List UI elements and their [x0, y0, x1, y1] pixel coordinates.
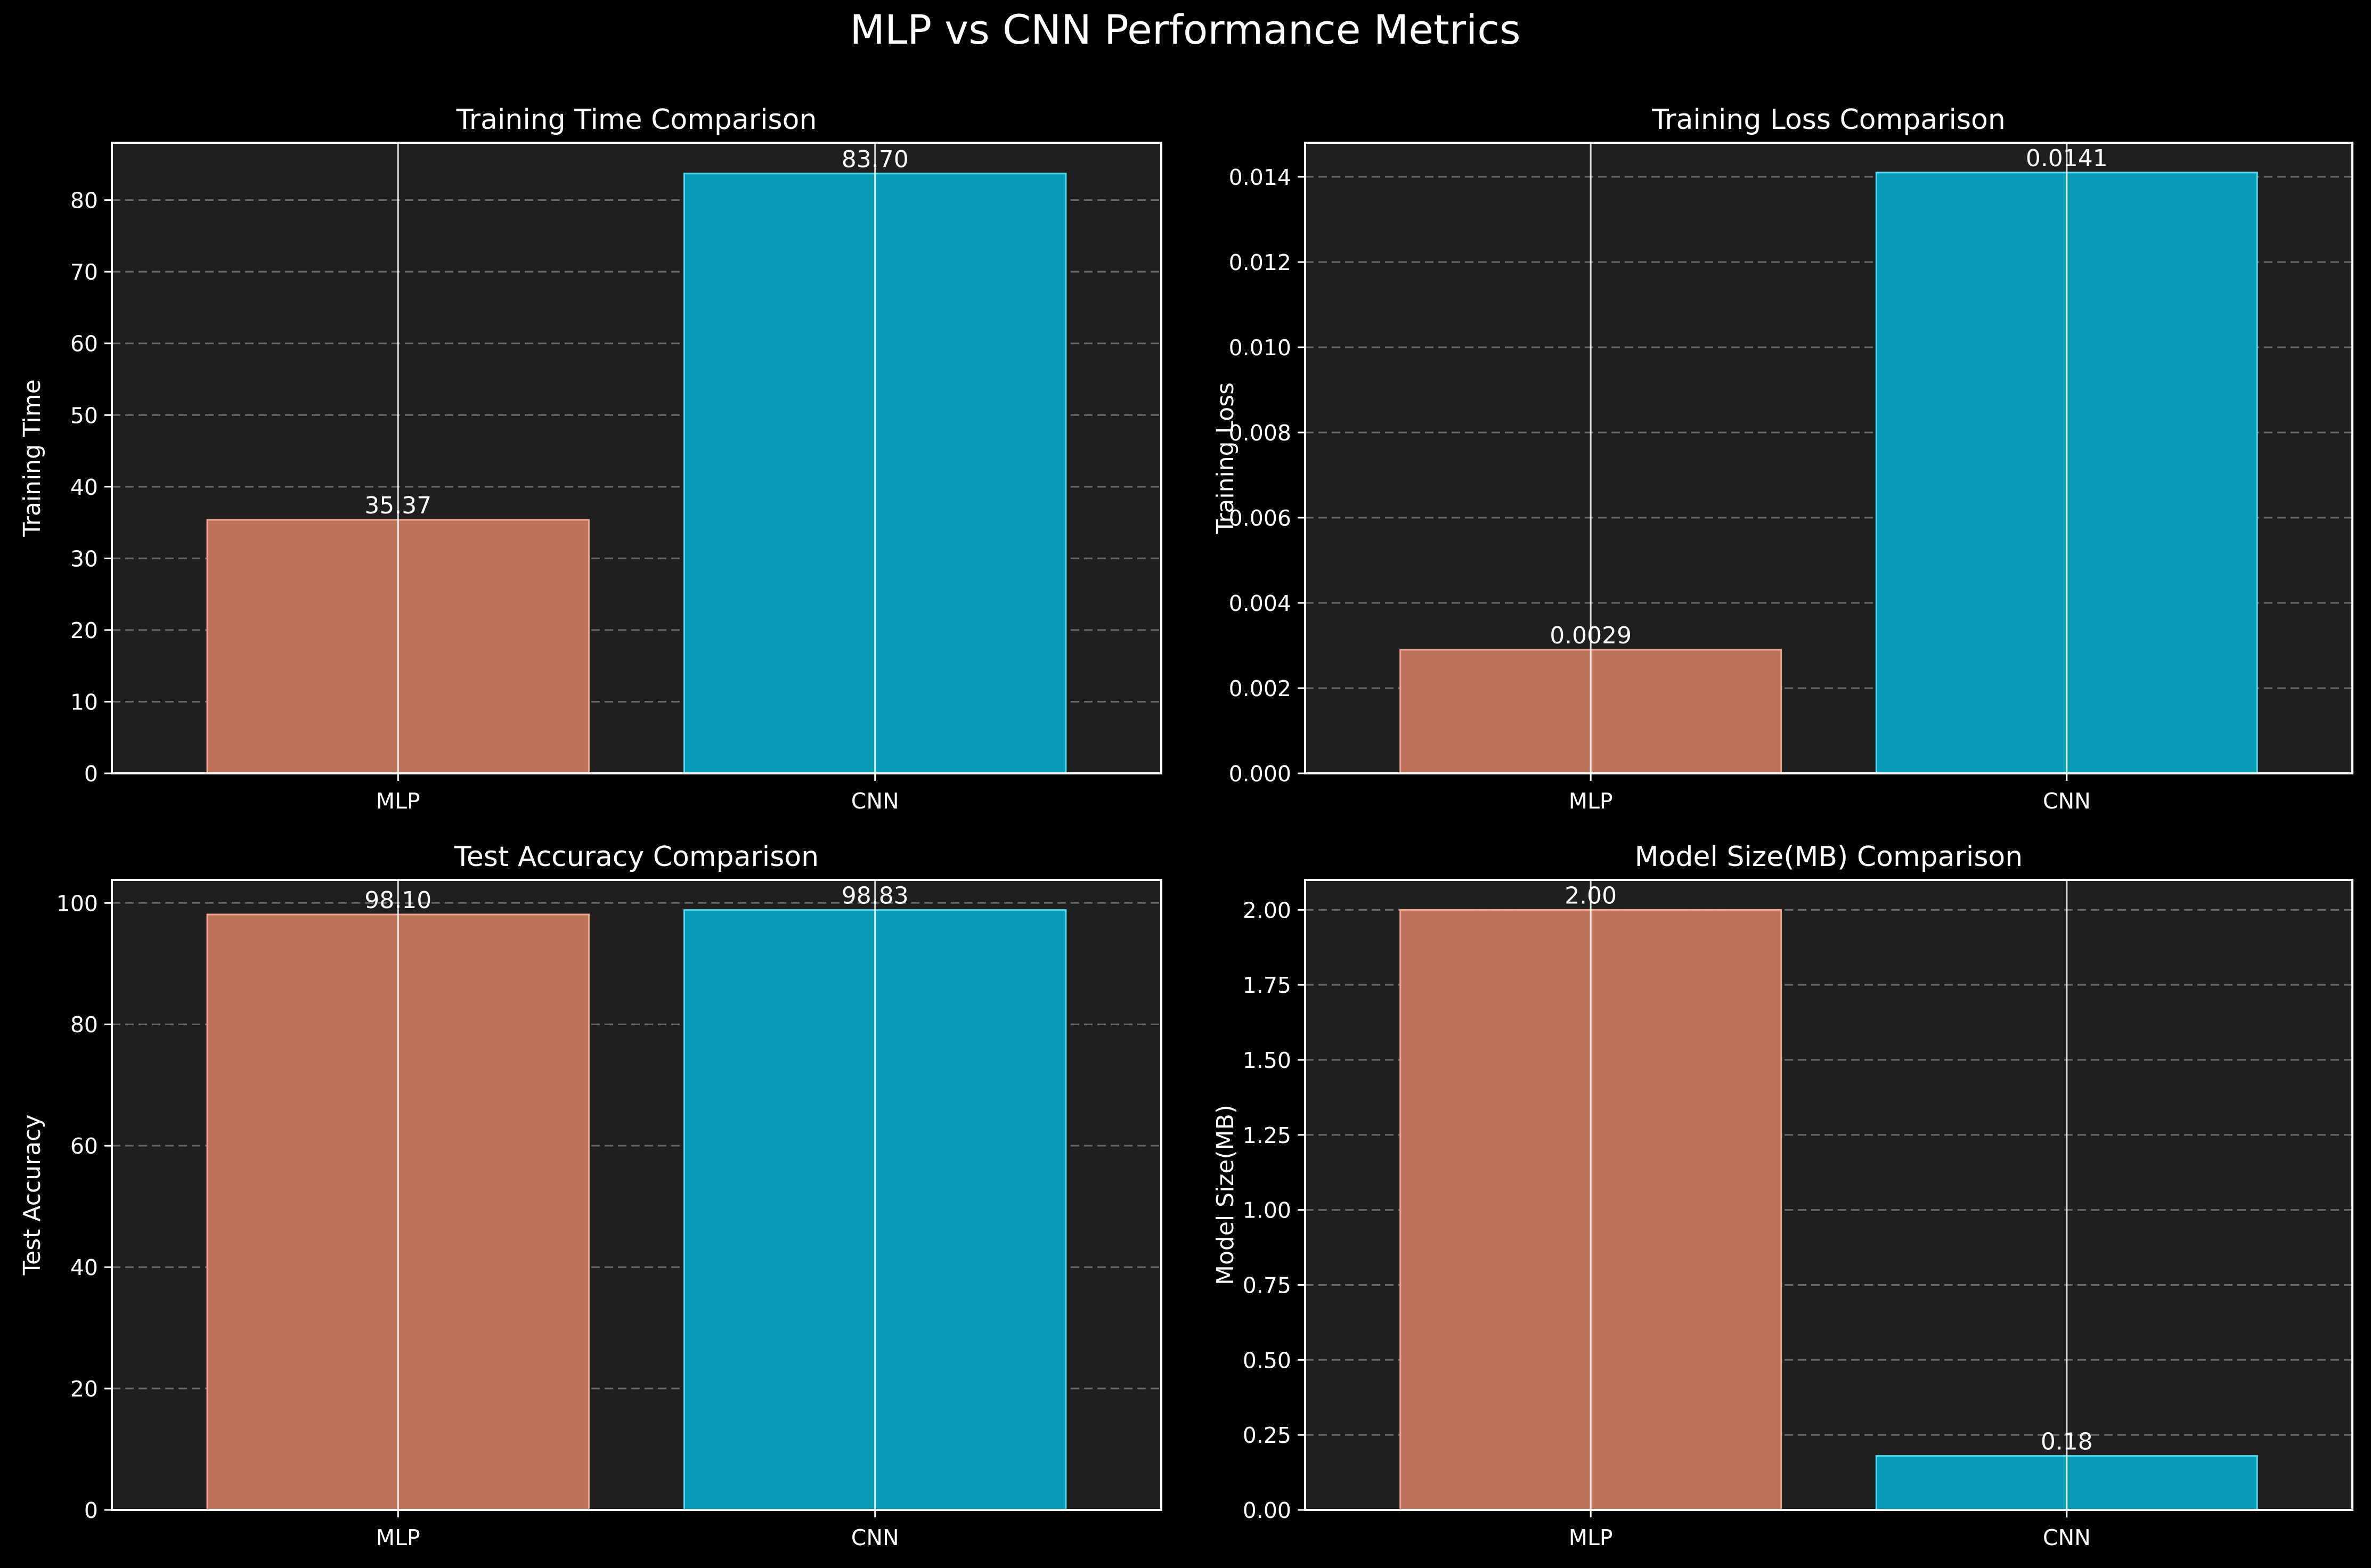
y-axis-label: Test Accuracy — [19, 1115, 46, 1276]
axes-frame — [111, 879, 1162, 1511]
y-tick-label: 10 — [70, 689, 98, 715]
y-tick-label: 0.50 — [1243, 1348, 1291, 1373]
x-tick-label: MLP — [376, 1525, 420, 1550]
figure-suptitle: MLP vs CNN Performance Metrics — [850, 6, 1520, 53]
y-tick-label: 0.012 — [1229, 250, 1291, 275]
bar-value-label: 0.0029 — [1550, 622, 1632, 649]
x-tick-label: CNN — [851, 788, 899, 814]
axes-frame — [111, 142, 1162, 774]
y-tick-label: 0.014 — [1229, 165, 1291, 190]
y-tick-label: 1.50 — [1243, 1048, 1291, 1073]
y-tick-label: 1.75 — [1243, 973, 1291, 998]
bar-value-label: 0.18 — [2041, 1428, 2093, 1456]
y-tick-label: 100 — [56, 891, 98, 916]
y-tick-label: 0.25 — [1243, 1423, 1291, 1448]
y-tick-label: 20 — [70, 618, 98, 643]
subplot-2: 0.0029 0.0141 0.000 0.002 0.004 0.006 0.008 0.0… — [1212, 104, 2353, 814]
y-tick-label: 20 — [70, 1376, 98, 1402]
y-tick-label: 60 — [70, 331, 98, 357]
y-tick-label: 0.75 — [1243, 1273, 1291, 1298]
y-axis-label: Training Loss — [1212, 382, 1239, 534]
y-axis-label: Training Time — [19, 379, 46, 537]
y-tick-label: 1.00 — [1243, 1198, 1291, 1223]
y-tick-label: 40 — [70, 475, 98, 500]
x-tick-label: CNN — [2043, 788, 2091, 814]
y-tick-label: 50 — [70, 403, 98, 428]
bar-value-label: 98.83 — [842, 883, 909, 910]
subplot-title: Test Accuracy Comparison — [454, 841, 819, 873]
y-tick-label: 0.00 — [1243, 1498, 1291, 1523]
y-tick-label: 0.008 — [1229, 420, 1291, 446]
y-tick-label: 0.006 — [1229, 505, 1291, 531]
y-tick-label: 0.002 — [1229, 676, 1291, 701]
x-tick-label: CNN — [851, 1525, 899, 1550]
x-tick-label: MLP — [1569, 788, 1613, 814]
y-tick-label: 0 — [84, 761, 98, 787]
y-tick-label: 0.004 — [1229, 591, 1291, 616]
y-tick-label: 1.25 — [1243, 1123, 1291, 1148]
subplot-4: 2.00 0.18 0.00 0.25 0.50 0.75 1.00 1.25 1.50 1.75… — [1212, 841, 2353, 1550]
x-tick-label: CNN — [2043, 1525, 2091, 1550]
axes-frame — [1304, 879, 2353, 1511]
subplots: 35.37 83.70 0 10 20 30 40 50 60 70 80 MLP CNN Trainin… — [19, 104, 2353, 1550]
bar-value-label: 83.70 — [842, 146, 909, 173]
y-tick-label: 80 — [70, 1012, 98, 1038]
y-tick-label: 40 — [70, 1255, 98, 1280]
axes-frame — [1304, 142, 2353, 774]
subplot-title: Training Loss Comparison — [1651, 104, 2006, 136]
x-tick-label: MLP — [376, 788, 420, 814]
subplot-title: Model Size(MB) Comparison — [1635, 841, 2023, 873]
y-tick-label: 70 — [70, 259, 98, 285]
bar-value-label: 0.0141 — [2026, 145, 2108, 172]
y-tick-label: 80 — [70, 188, 98, 214]
bar-value-label: 35.37 — [364, 492, 431, 519]
y-tick-label: 30 — [70, 546, 98, 571]
bar-value-label: 2.00 — [1565, 882, 1617, 909]
y-tick-label: 0.000 — [1229, 761, 1291, 787]
x-tick-label: MLP — [1569, 1525, 1613, 1550]
y-tick-label: 0.010 — [1229, 335, 1291, 361]
subplot-1: 35.37 83.70 0 10 20 30 40 50 60 70 80 MLP CNN Trainin… — [19, 104, 1162, 814]
y-tick-label: 2.00 — [1243, 897, 1291, 923]
y-axis-label: Model Size(MB) — [1212, 1105, 1239, 1285]
y-tick-label: 60 — [70, 1133, 98, 1159]
subplot-title: Training Time Comparison — [456, 104, 817, 136]
subplot-3: 98.10 98.83 0 20 40 60 80 100 MLP CNN Test Accurac… — [19, 841, 1162, 1550]
y-tick-label: 0 — [84, 1498, 98, 1523]
bar-value-label: 98.10 — [364, 887, 431, 914]
